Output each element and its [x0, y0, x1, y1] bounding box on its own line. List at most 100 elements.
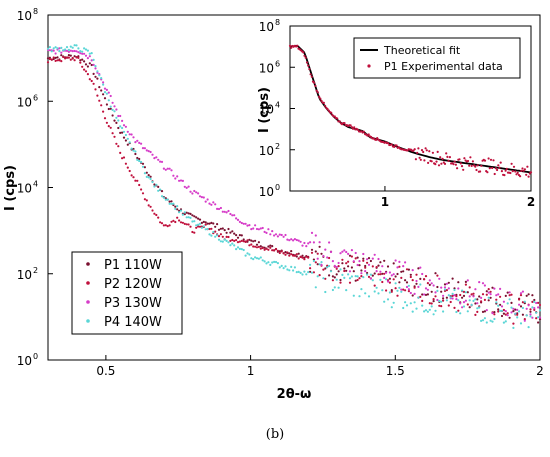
data-point — [303, 270, 306, 273]
data-point — [238, 247, 241, 250]
data-point — [331, 279, 334, 282]
data-point — [84, 70, 88, 73]
data-point — [419, 266, 422, 269]
data-point — [360, 272, 363, 275]
data-point — [248, 238, 251, 241]
data-point — [292, 239, 295, 242]
data-point — [322, 101, 325, 104]
data-point — [71, 46, 74, 49]
data-point — [136, 156, 139, 160]
data-point — [54, 46, 57, 49]
data-point — [435, 160, 438, 163]
data-point — [521, 290, 525, 293]
data-point — [187, 212, 190, 215]
data-point — [54, 59, 57, 63]
y-tick-exponent: 0 — [33, 352, 38, 361]
data-point — [356, 263, 359, 267]
data-point — [430, 290, 433, 293]
data-point — [330, 111, 333, 114]
data-point — [84, 54, 88, 57]
data-point — [73, 49, 76, 53]
data-point — [216, 207, 219, 210]
data-point — [299, 255, 302, 258]
data-point — [265, 262, 268, 265]
data-point — [394, 259, 397, 262]
data-point — [451, 294, 454, 297]
data-point — [178, 211, 181, 214]
data-point — [487, 157, 490, 160]
data-point — [119, 131, 122, 134]
data-point — [443, 286, 447, 289]
data-point — [71, 56, 74, 60]
legend-label: P2 120W — [104, 277, 162, 292]
data-point — [488, 167, 491, 170]
data-point — [244, 254, 247, 257]
y-tick-exponent: 2 — [275, 142, 280, 151]
data-point — [445, 289, 448, 292]
data-point — [508, 291, 511, 294]
data-point — [489, 158, 493, 161]
data-point — [377, 264, 380, 267]
data-point — [195, 224, 198, 227]
data-point — [405, 281, 409, 284]
data-point — [102, 83, 105, 86]
data-point — [500, 170, 503, 173]
data-point — [88, 78, 91, 81]
data-point — [309, 270, 312, 273]
data-point — [248, 224, 251, 227]
data-point — [447, 304, 450, 307]
data-point — [216, 223, 219, 226]
data-point — [132, 136, 135, 139]
data-point — [111, 108, 114, 111]
data-point — [174, 220, 177, 224]
data-point — [345, 262, 348, 265]
data-point — [504, 169, 507, 172]
data-point — [187, 223, 190, 226]
data-point — [402, 270, 405, 273]
data-point — [470, 293, 473, 296]
data-point — [390, 143, 393, 146]
data-point — [398, 281, 401, 284]
data-point — [181, 213, 184, 216]
data-point — [366, 261, 369, 264]
data-point — [402, 265, 405, 268]
data-point — [290, 250, 293, 253]
data-point — [417, 147, 420, 150]
data-point — [511, 170, 514, 173]
data-point — [77, 47, 80, 50]
data-point — [466, 303, 469, 306]
data-point — [65, 56, 69, 59]
data-point — [170, 169, 173, 172]
data-point — [103, 91, 107, 94]
data-point — [81, 52, 84, 55]
data-point — [155, 183, 158, 186]
data-point — [402, 306, 405, 310]
data-point — [105, 92, 108, 95]
data-point — [314, 286, 317, 289]
data-point — [257, 228, 260, 231]
legend-marker — [86, 300, 90, 304]
data-point — [92, 63, 95, 66]
data-point — [299, 271, 302, 274]
data-point — [489, 290, 492, 293]
data-point — [259, 256, 262, 259]
data-point — [75, 44, 78, 47]
main-y-axis-title: I (cps) — [3, 165, 18, 211]
data-point — [409, 291, 412, 295]
data-point — [153, 183, 156, 186]
data-point — [466, 159, 470, 163]
data-point — [508, 294, 511, 297]
data-point — [356, 128, 359, 131]
data-point — [164, 224, 167, 227]
data-point — [141, 165, 145, 168]
data-point — [474, 313, 477, 316]
data-point — [221, 235, 224, 238]
data-point — [195, 226, 198, 229]
data-point — [233, 232, 236, 235]
data-point — [379, 270, 382, 273]
data-point — [385, 271, 388, 274]
data-point — [174, 177, 177, 180]
data-point — [217, 238, 221, 241]
data-point — [130, 133, 133, 136]
data-point — [369, 277, 372, 280]
